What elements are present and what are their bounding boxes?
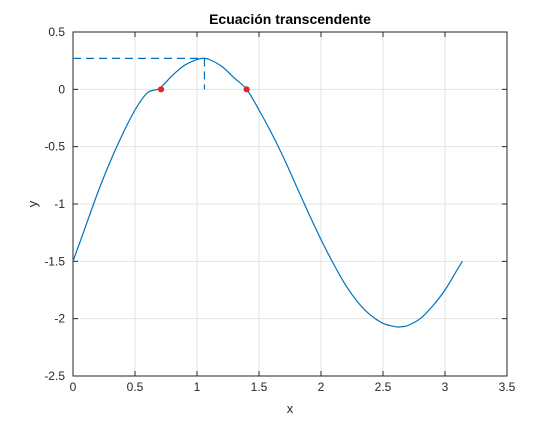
x-tick-label: 3 xyxy=(442,380,449,394)
root-marker xyxy=(157,86,165,93)
grid xyxy=(73,32,507,376)
reference-lines xyxy=(73,57,206,90)
x-axis-label: x xyxy=(287,401,294,416)
y-tick-label: 0.5 xyxy=(48,25,65,39)
y-tick-label: -2 xyxy=(54,312,65,326)
y-tick-label: -0.5 xyxy=(44,140,65,154)
y-axis-label: y xyxy=(25,200,40,207)
markers-layer xyxy=(157,86,250,93)
series-line xyxy=(72,57,463,328)
y-tick-label: -1 xyxy=(54,197,65,211)
series-layer xyxy=(72,57,463,328)
root-marker xyxy=(243,86,250,93)
y-tick-label: -2.5 xyxy=(44,369,65,383)
x-tick-label: 1.5 xyxy=(251,380,268,394)
x-tick-label: 3.5 xyxy=(499,380,516,394)
x-tick-label: 0 xyxy=(70,380,77,394)
x-tick-label: 1 xyxy=(194,380,201,394)
y-tick-label: -1.5 xyxy=(44,254,65,268)
x-tick-label: 0.5 xyxy=(127,380,144,394)
chart-title: Ecuación transcendente xyxy=(209,11,371,27)
y-tick-label: 0 xyxy=(58,82,65,96)
x-tick-label: 2 xyxy=(318,380,325,394)
ticks: 0 0.5 1 1.5 2 2.5 3 3.5 0.5 0 -0.5 -1 -1.5 -2 -2.5 xyxy=(44,25,515,394)
x-tick-label: 2.5 xyxy=(375,380,392,394)
